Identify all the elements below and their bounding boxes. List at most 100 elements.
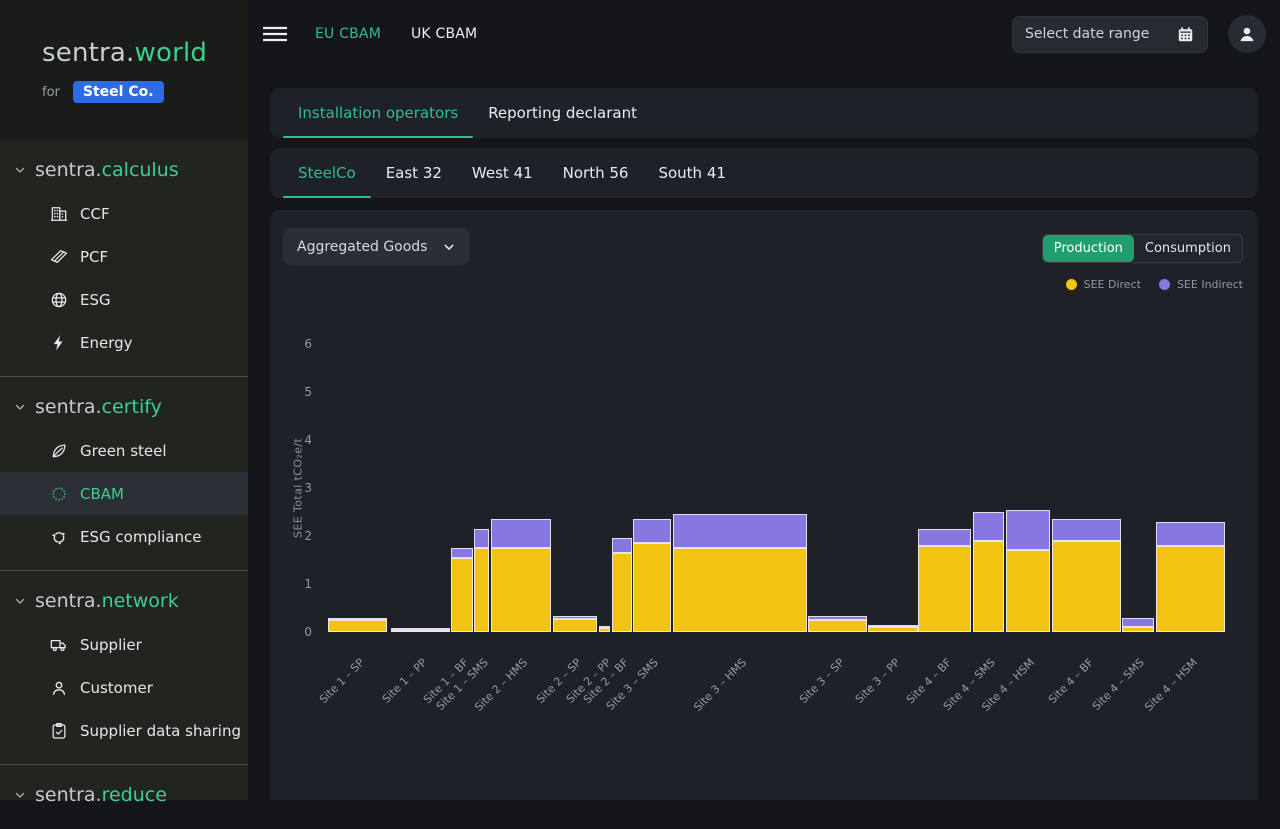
bar-segment-direct xyxy=(599,628,610,632)
chevron-down-icon xyxy=(14,789,26,801)
section-header-certify[interactable]: sentra.certify xyxy=(0,385,248,429)
site-tabs: SteelCo East 32 West 41 North 56 South 41 xyxy=(270,148,1258,198)
topnav: EU CBAM UK CBAM xyxy=(300,0,492,68)
section-header-network[interactable]: sentra.network xyxy=(0,579,248,623)
section-title: sentra.reduce xyxy=(35,784,167,806)
toggle-consumption[interactable]: Consumption xyxy=(1144,241,1231,256)
section-prefix: sentra. xyxy=(35,159,102,181)
section-prefix: sentra. xyxy=(35,396,102,418)
sidebar-item-label: CCF xyxy=(80,204,110,223)
bar-segment-indirect xyxy=(973,512,1004,541)
bar-4[interactable] xyxy=(474,528,489,632)
sidebar-item-ccf[interactable]: CCF xyxy=(0,192,248,235)
sidebar-item-label: Supplier xyxy=(80,635,142,654)
calendar-icon xyxy=(1176,25,1195,44)
legend-label: SEE Indirect xyxy=(1176,278,1243,291)
date-range-input[interactable]: Select date range xyxy=(1012,15,1208,53)
legend-label: SEE Direct xyxy=(1083,278,1141,291)
sidebar-item-label: Customer xyxy=(80,678,153,697)
bar-segment-direct xyxy=(918,545,971,632)
bolt-icon xyxy=(48,333,69,353)
plot-area xyxy=(328,344,1228,632)
bar-12[interactable] xyxy=(868,625,918,632)
y-tick-label: 2 xyxy=(304,529,312,543)
bar-segment-indirect xyxy=(451,548,473,558)
bar-8[interactable] xyxy=(612,538,632,632)
tab-steelco[interactable]: SteelCo xyxy=(283,148,371,198)
for-label: for xyxy=(42,84,60,100)
sidebar-item-supplier[interactable]: Supplier xyxy=(0,623,248,666)
bar-segment-indirect xyxy=(599,626,610,629)
section-suffix: certify xyxy=(101,396,162,418)
bar-6[interactable] xyxy=(553,616,597,632)
bar-17[interactable] xyxy=(1122,617,1154,632)
bar-14[interactable] xyxy=(973,512,1004,632)
sidebar-item-esg-compliance[interactable]: ESG compliance xyxy=(0,515,248,558)
x-axis: Site 1 – SP Site 1 – PP Site 1 – BF Site 1 … xyxy=(317,640,1228,770)
section-header-reduce[interactable]: sentra.reduce xyxy=(0,773,248,817)
sidebar: sentra.world for Steel Co. sentra.calcul… xyxy=(0,0,248,806)
bar-segment-direct xyxy=(633,543,671,632)
bar-13[interactable] xyxy=(918,528,971,632)
section-header-calculus[interactable]: sentra.calculus xyxy=(0,148,248,192)
tab-reporting-declarant[interactable]: Reporting declarant xyxy=(488,104,637,122)
bar-segment-indirect xyxy=(1052,519,1121,541)
sidebar-item-cbam[interactable]: CBAM xyxy=(0,472,248,515)
bar-15[interactable] xyxy=(1006,509,1050,632)
sidebar-item-label: CBAM xyxy=(80,484,124,503)
bar-segment-indirect xyxy=(553,616,597,620)
bar-segment-indirect xyxy=(491,519,551,548)
sidebar-section-certify: sentra.certify Green steel CBAM ESG complia… xyxy=(0,376,248,570)
bar-10[interactable] xyxy=(673,514,807,632)
sidebar-item-green-steel[interactable]: Green steel xyxy=(0,429,248,472)
tab-eu-cbam[interactable]: EU CBAM xyxy=(315,26,381,42)
tab-uk-cbam[interactable]: UK CBAM xyxy=(410,26,478,42)
bar-1[interactable] xyxy=(328,617,387,632)
x-tick-label: Site 4 – HSM xyxy=(1141,656,1200,714)
tab-south-41[interactable]: South 41 xyxy=(658,164,726,182)
avatar-button[interactable] xyxy=(1228,15,1266,53)
bar-3[interactable] xyxy=(451,548,473,632)
brand-logo: sentra.world xyxy=(42,38,248,68)
bar-segment-direct xyxy=(391,629,450,632)
sidebar-item-pcf[interactable]: PCF xyxy=(0,235,248,278)
sidebar-section-network: sentra.network Supplier Customer Supplier d… xyxy=(0,570,248,764)
tab-west-41[interactable]: West 41 xyxy=(471,164,533,182)
bar-9[interactable] xyxy=(633,519,671,632)
legend-item: SEE Indirect xyxy=(1158,278,1243,291)
user-icon xyxy=(1236,23,1258,45)
x-tick-label: Site 3 – HMS xyxy=(691,656,750,714)
x-tick-label: Site 1 – SP xyxy=(316,656,367,707)
eu-stars-icon xyxy=(48,484,69,504)
bar-11[interactable] xyxy=(808,616,867,632)
y-tick-label: 5 xyxy=(304,385,312,399)
sidebar-item-supplier-data-sharing[interactable]: Supplier data sharing xyxy=(0,709,248,752)
chevron-down-icon xyxy=(14,164,26,176)
bar-segment-indirect xyxy=(918,528,971,546)
chevron-down-icon xyxy=(14,595,26,607)
goods-dropdown[interactable]: Aggregated Goods xyxy=(283,228,470,265)
tab-installation-operators[interactable]: Installation operators xyxy=(283,88,474,138)
bar-segment-direct xyxy=(474,548,489,632)
bar-2[interactable] xyxy=(391,627,450,632)
bar-7[interactable] xyxy=(599,626,610,632)
bar-segment-indirect xyxy=(612,538,632,553)
bar-segment-indirect xyxy=(474,528,489,548)
section-suffix: calculus xyxy=(101,159,179,181)
sidebar-item-energy[interactable]: Energy xyxy=(0,321,248,364)
sidebar-item-esg[interactable]: ESG xyxy=(0,278,248,321)
toggle-production[interactable]: Production xyxy=(1042,235,1134,262)
bar-5[interactable] xyxy=(491,519,551,632)
menu-icon[interactable] xyxy=(262,26,288,42)
bar-16[interactable] xyxy=(1052,519,1121,632)
sidebar-item-customer[interactable]: Customer xyxy=(0,666,248,709)
tab-north-56[interactable]: North 56 xyxy=(562,164,629,182)
bar-18[interactable] xyxy=(1156,521,1225,632)
truck-icon xyxy=(48,635,69,655)
legend-dot xyxy=(1158,279,1170,290)
tab-east-32[interactable]: East 32 xyxy=(385,164,442,182)
clipboard-icon xyxy=(48,721,69,741)
section-suffix: network xyxy=(101,590,179,612)
tenant-badge: Steel Co. xyxy=(72,81,164,103)
section-suffix: reduce xyxy=(101,784,167,806)
